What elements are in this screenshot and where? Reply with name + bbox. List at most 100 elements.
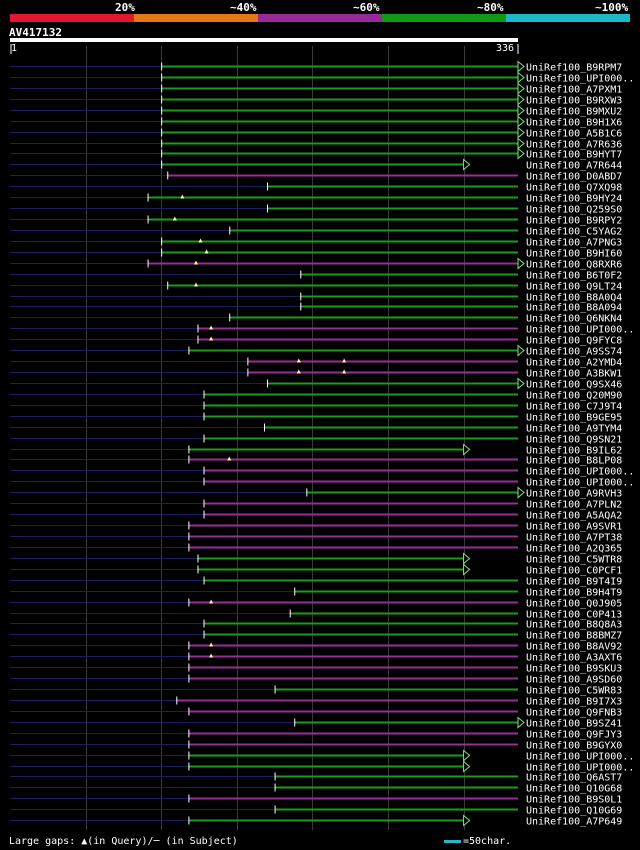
hit-label: UniRef100_Q9LT24 [526,282,622,293]
hit-label: UniRef100_Q259S0 [526,205,622,216]
hit-label: UniRef100_B9SKU3 [526,664,622,675]
hit-label: UniRef100_C0P413 [526,610,622,621]
hit-label: UniRef100_Q6NKN4 [526,314,622,325]
hit-arrow [517,93,525,106]
hit-label: UniRef100_UPI000.. [526,467,634,478]
hit-label: UniRef100_Q9FJY3 [526,730,622,741]
hit-label: UniRef100_B9MXU2 [526,107,622,118]
hit-label: UniRef100_B8A094 [526,303,622,314]
legend-label-5: ~100% [595,1,629,14]
hit-label: UniRef100_B9H4T9 [526,588,622,599]
hit-label: UniRef100_A7P649 [526,817,622,828]
hit-label: UniRef100_UPI000.. [526,763,634,774]
legend-label-1: 20% [115,1,135,14]
hit-label: UniRef100_Q10G68 [526,784,622,795]
hit-label: UniRef100_B9IL62 [526,446,622,457]
hit-label: UniRef100_A9SS74 [526,347,622,358]
query-id: AV417132 [9,26,62,39]
hit-label: UniRef100_B9H1X6 [526,118,622,129]
hit-arrow [517,137,525,150]
hit-label: UniRef100_A2YMD4 [526,358,622,369]
hit-label: UniRef100_A9SD60 [526,675,622,686]
hit-arrow [517,486,525,499]
hit-label: UniRef100_Q8RXR6 [526,260,622,271]
hit-label: UniRef100_A9TYM4 [526,424,622,435]
hit-label: UniRef100_UPI000.. [526,74,634,85]
hit-label: UniRef100_Q9SN21 [526,435,622,446]
query-gap-marker [209,599,214,604]
hit-label: UniRef100_A3AXT6 [526,653,622,664]
hit-label: UniRef100_Q20M90 [526,391,622,402]
hit-label: UniRef100_D0ABD7 [526,172,622,183]
hit-arrow [517,104,525,117]
hit-label: UniRef100_Q9FNB3 [526,708,622,719]
legend-color-5 [506,14,630,22]
hit-label: UniRef100_B9T4I9 [526,577,622,588]
legend-label-2: ~40% [230,1,257,14]
query-gap-marker [209,642,214,647]
legend-label-4: ~80% [477,1,504,14]
hit-label: UniRef100_B8BMZ7 [526,631,622,642]
query-gap-marker [193,260,198,265]
query-gap-marker [193,282,198,287]
scale-bar [444,840,461,843]
hit-label: UniRef100_B9SZ41 [526,719,622,730]
query-gap-marker [209,336,214,341]
hit-label: UniRef100_Q10G69 [526,806,622,817]
hit-label: UniRef100_A7R636 [526,140,622,151]
hit-arrow [517,115,525,128]
hit-label: UniRef100_A5B1C6 [526,129,622,140]
hit-arrow [517,377,525,390]
hit-label: UniRef100_Q9SX46 [526,380,622,391]
hit-arrow [517,82,525,95]
hit-label: UniRef100_A7PT38 [526,533,622,544]
hit-arrow [463,760,471,773]
hit-arrow [463,814,471,827]
hit-arrow [517,716,525,729]
query-gap-marker [342,358,347,363]
hit-label: UniRef100_C7J9T4 [526,402,622,413]
hit-label: UniRef100_C5WR83 [526,686,622,697]
hit-label: UniRef100_B9HI60 [526,249,622,260]
legend-color-4 [382,14,506,22]
query-gap-marker [180,194,185,199]
hit-arrow [463,552,471,565]
hit-label: UniRef100_B9HY24 [526,194,622,205]
hit-label: UniRef100_Q9FYC8 [526,336,622,347]
hit-arrow [463,563,471,576]
hit-arrow [517,71,525,84]
hit-label: UniRef100_B9HYT7 [526,150,622,161]
hit-label: UniRef100_A7PLN2 [526,500,622,511]
hit-label: UniRef100_A9RVH3 [526,489,622,500]
hit-label: UniRef100_UPI000.. [526,752,634,763]
query-gap-marker [296,358,301,363]
hit-label: UniRef100_B9I7X3 [526,697,622,708]
hit-arrow [517,147,525,160]
hit-label: UniRef100_C0PCF1 [526,566,622,577]
hit-label: UniRef100_UPI000.. [526,325,634,336]
query-gap-marker [209,325,214,330]
hit-arrow [517,126,525,139]
hit-label: UniRef100_A7PXM1 [526,85,622,96]
hit-label: UniRef100_A2Q365 [526,544,622,555]
query-gap-marker [172,216,177,221]
hit-label: UniRef100_A5AQA2 [526,511,622,522]
hit-arrow [463,158,471,171]
legend-color-1 [10,14,134,22]
hit-label: UniRef100_Q0J905 [526,599,622,610]
hit-label: UniRef100_A7PNG3 [526,238,622,249]
hit-label: UniRef100_B8AV92 [526,642,622,653]
hit-label: UniRef100_A3BKW1 [526,369,622,380]
hit-label: UniRef100_B9RXW3 [526,96,622,107]
gap-legend: Large gaps: ▲(in Query)/─ (in Subject) [9,836,238,847]
query-gap-marker [227,456,232,461]
query-gap-marker [296,369,301,374]
query-gap-marker [198,238,203,243]
hit-label: UniRef100_UPI000.. [526,478,634,489]
hit-label: UniRef100_C5WTR8 [526,555,622,566]
hit-arrow [517,60,525,73]
query-start: 1 [11,43,18,54]
hit-arrow [463,749,471,762]
